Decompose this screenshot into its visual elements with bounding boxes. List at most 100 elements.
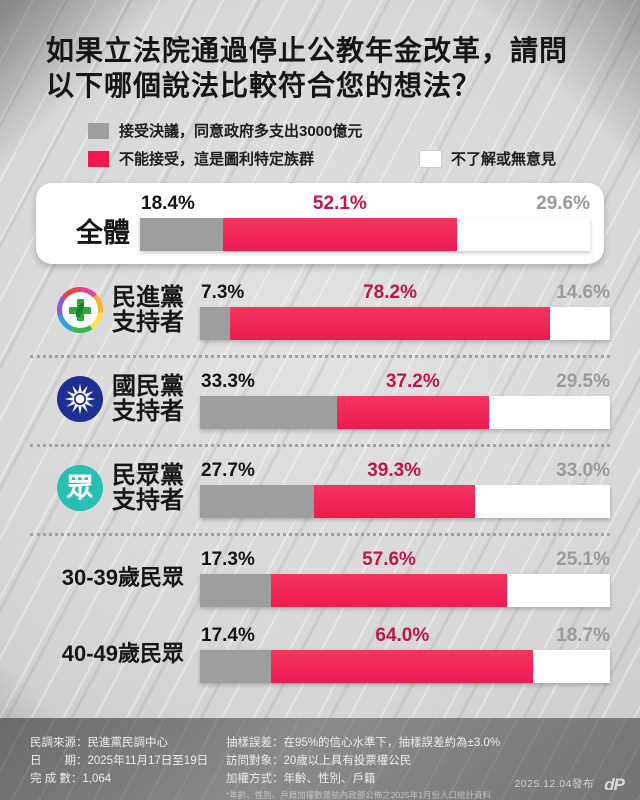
value-reject: 37.2% <box>385 371 440 393</box>
bar-block: 17.3% 57.6% 25.1% <box>200 547 610 608</box>
row-label: 40-49歲民眾 <box>30 623 200 683</box>
value-reject: 64.0% <box>375 625 430 647</box>
footer-sample-count: 完 成 數：1,064 <box>30 772 112 785</box>
value-reject: 57.6% <box>362 549 416 571</box>
row-label-text: 民進黨 支持者 <box>112 283 184 337</box>
stacked-bar <box>140 218 590 252</box>
bar-segment-unknown <box>533 650 610 684</box>
legend-item-accept: 接受決議，同意政府多支出3000億元 <box>88 120 362 141</box>
title-line-2: 以下哪個說法比較符合您的想法？ <box>46 69 482 101</box>
value-unknown: 33.0% <box>556 460 610 482</box>
row-label-text: 40-49歲民眾 <box>61 640 184 666</box>
bar-segment-unknown <box>474 485 610 519</box>
value-unknown: 18.7% <box>556 625 610 647</box>
row-label-line: 民眾黨 <box>112 461 184 489</box>
gray-swatch-icon <box>88 122 109 139</box>
row-label-line: 支持者 <box>112 398 184 426</box>
bar-segment-unknown <box>489 396 610 430</box>
stacked-bar <box>200 650 610 684</box>
bar-block: 18.4% 52.1% 29.6% <box>140 191 590 252</box>
row-label-line: 40-49歲民眾 <box>61 640 184 666</box>
bar-segment-reject <box>222 218 457 252</box>
bar-block: 17.4% 64.0% 18.7% <box>200 623 610 684</box>
dotted-separator <box>30 533 610 537</box>
footer-footnote: *年齡、性別、戶籍加權數是依內政部公佈之2025年1月份人口統計資料 <box>226 790 491 800</box>
row-label-text: 全體 <box>76 219 130 248</box>
title-line-1: 如果立法院通過停止公教年金改革，請問 <box>46 35 569 66</box>
value-unknown: 29.5% <box>556 371 610 393</box>
row-label-text: 國民黨 支持者 <box>112 372 184 426</box>
value-labels: 17.3% 57.6% 25.1% <box>200 547 610 574</box>
legend-label-unknown: 不了解或無意見 <box>451 151 557 169</box>
row-label: 眾民眾黨 支持者 <box>30 458 200 518</box>
value-accept: 33.3% <box>201 371 255 393</box>
chart-row: 國民黨 支持者 33.3% 37.2% 29.5% <box>30 369 610 430</box>
bar-segment-unknown <box>507 574 610 608</box>
row-label-line: 支持者 <box>112 309 184 337</box>
row-label: 民進黨 支持者 <box>30 280 200 340</box>
chart-legend: 接受決議，同意政府多支出3000億元 不能接受，這是圖利特定族群 不了解或無意見 <box>88 120 640 169</box>
stacked-bar <box>200 307 610 341</box>
chart-row: 30-39歲民眾 17.3% 57.6% 25.1% <box>30 547 610 608</box>
publish-date: 2025.12.04發布 <box>514 778 594 790</box>
dpp-logo-icon <box>57 287 103 334</box>
chart-rows: 民進黨 支持者 7.3% 78.2% 14.6% 國民黨 支持者 33.3% 37.… <box>30 280 610 684</box>
stacked-bar <box>200 396 610 430</box>
value-accept: 7.3% <box>201 282 245 304</box>
bar-segment-reject <box>336 396 490 430</box>
stacked-bar <box>200 485 610 519</box>
row-label-line: 支持者 <box>112 487 184 515</box>
legend-item-unknown: 不了解或無意見 <box>420 148 556 169</box>
bar-segment-reject <box>313 485 475 519</box>
tpp-logo-icon: 眾 <box>57 465 103 512</box>
row-label-line: 30-39歲民眾 <box>61 564 184 590</box>
stacked-bar <box>200 574 610 608</box>
row-label: 國民黨 支持者 <box>30 369 200 429</box>
row-label-line: 國民黨 <box>112 372 184 400</box>
value-reject: 39.3% <box>367 460 422 482</box>
legend-label-reject: 不能接受，這是圖利特定族群 <box>119 151 315 169</box>
footer-columns: 民調來源：民進黨民調中心 日 期：2025年11月17日至19日 完 成 數：1… <box>0 718 640 800</box>
footer-respondents: 訪問對象：20歲以上具有投票權公民 <box>226 754 412 767</box>
value-unknown: 14.6% <box>556 282 610 304</box>
bar-segment-accept <box>140 218 223 252</box>
bar-segment-unknown <box>456 218 590 252</box>
value-accept: 18.4% <box>141 193 195 215</box>
bar-segment-accept <box>200 574 271 608</box>
row-label: 30-39歲民眾 <box>30 547 200 607</box>
value-accept: 17.3% <box>201 549 255 571</box>
value-accept: 27.7% <box>201 460 255 482</box>
kmt-logo-icon <box>57 376 103 423</box>
row-label-text: 民眾黨 支持者 <box>112 461 184 515</box>
footer-weighting: 加權方式：年齡、性別、戶籍 <box>226 772 376 785</box>
dotted-separator <box>30 355 610 359</box>
chart-row: 眾民眾黨 支持者 27.7% 39.3% 33.0% <box>30 458 610 519</box>
footer-date: 日 期：2025年11月17日至19日 <box>30 754 209 767</box>
value-labels: 18.4% 52.1% 29.6% <box>140 191 590 218</box>
value-reject: 78.2% <box>363 282 417 304</box>
bar-segment-accept <box>200 650 272 684</box>
overall-row-card: 全體 18.4% 52.1% 29.6% <box>36 183 604 265</box>
bar-segment-accept <box>200 396 337 430</box>
white-swatch-icon <box>420 150 441 167</box>
value-labels: 7.3% 78.2% 14.6% <box>200 280 610 307</box>
legend-item-reject: 不能接受，這是圖利特定族群 <box>88 148 420 169</box>
publisher-logo-icon: dP <box>604 775 625 794</box>
row-label: 全體 <box>44 219 140 251</box>
dotted-separator <box>30 444 610 448</box>
bar-block: 27.7% 39.3% 33.0% <box>200 458 610 519</box>
legend-row-2: 不能接受，這是圖利特定族群 不了解或無意見 <box>88 148 640 169</box>
bar-segment-accept <box>200 307 230 341</box>
bar-segment-reject <box>229 307 551 341</box>
page-title: 如果立法院通過停止公教年金改革，請問 以下哪個說法比較符合您的想法？ <box>46 34 600 103</box>
row-label-line: 民進黨 <box>112 283 184 311</box>
value-reject: 52.1% <box>312 193 367 215</box>
row-label-line: 全體 <box>76 218 130 249</box>
chart-row: 民進黨 支持者 7.3% 78.2% 14.6% <box>30 280 610 341</box>
legend-row-1: 接受決議，同意政府多支出3000億元 <box>88 120 640 141</box>
chart-row: 全體 18.4% 52.1% 29.6% <box>44 191 590 252</box>
value-accept: 17.4% <box>201 625 255 647</box>
value-labels: 33.3% 37.2% 29.5% <box>200 369 610 396</box>
bar-segment-reject <box>271 650 534 684</box>
